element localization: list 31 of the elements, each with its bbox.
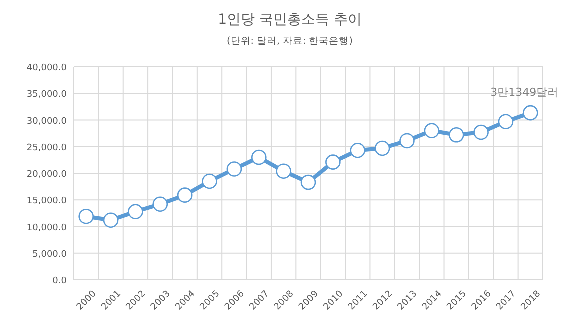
point — [78, 208, 94, 224]
chart-title: 1인당 국민총소득 추이 — [218, 12, 362, 28]
point — [400, 133, 415, 149]
y-tick-label: 25,000.0 — [26, 143, 68, 154]
point — [103, 212, 119, 228]
y-tick-label: 15,000.0 — [26, 196, 68, 207]
point — [374, 140, 390, 156]
y-tick-label: 40,000.0 — [26, 64, 68, 74]
point — [424, 123, 440, 139]
y-tick-label: 0.0 — [52, 276, 68, 286]
point — [202, 174, 218, 190]
point — [251, 150, 267, 166]
point — [226, 162, 242, 177]
point — [326, 154, 341, 170]
point — [128, 204, 144, 220]
point — [448, 128, 464, 143]
y-tick-label: 35,000.0 — [26, 90, 68, 100]
y-tick-label: 5,000.0 — [32, 250, 68, 260]
point — [498, 114, 514, 130]
y-tick-label: 30,000.0 — [26, 116, 68, 127]
chart-subtitle: (단위: 달러, 자료: 한국은행) — [227, 36, 353, 47]
point — [474, 124, 489, 140]
point — [152, 196, 168, 212]
y-tick-label: 20,000.0 — [26, 170, 68, 180]
point — [523, 105, 538, 121]
y-tick-label: 10,000.0 — [26, 223, 68, 234]
point — [177, 188, 193, 203]
point — [300, 174, 316, 190]
point — [350, 142, 366, 158]
annotation: 3만1349달러 — [490, 86, 559, 100]
point — [276, 164, 292, 180]
